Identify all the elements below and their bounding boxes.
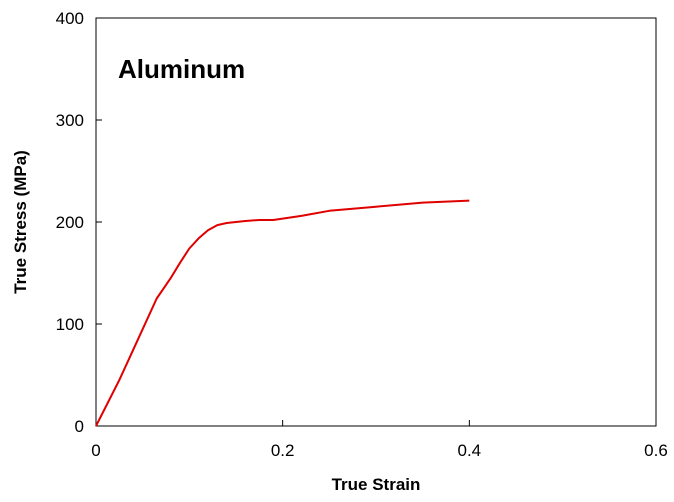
y-axis: 0 100 200 300 400 (56, 9, 102, 436)
x-axis-title: True Strain (332, 475, 421, 494)
series-layer (95, 199, 470, 427)
y-tick-label: 0 (75, 417, 84, 436)
x-axis: 0 0.2 0.4 0.6 (91, 420, 668, 460)
x-tick-label: 0.2 (271, 441, 295, 460)
annotation-label: Aluminum (118, 54, 245, 84)
x-tick-label: 0.4 (458, 441, 482, 460)
x-tick-label: 0.6 (644, 441, 668, 460)
y-axis-title: True Stress (MPa) (11, 150, 30, 294)
y-tick-label: 100 (56, 315, 84, 334)
y-tick-label: 400 (56, 9, 84, 28)
y-tick-label: 200 (56, 213, 84, 232)
x-tick-label: 0 (91, 441, 100, 460)
series-line (95, 199, 470, 427)
y-tick-label: 300 (56, 111, 84, 130)
plot-area (95, 17, 657, 427)
